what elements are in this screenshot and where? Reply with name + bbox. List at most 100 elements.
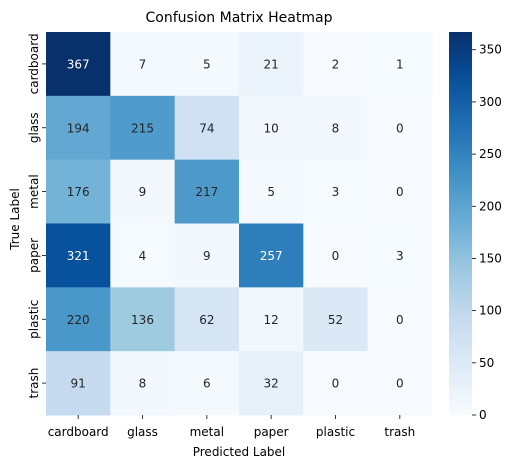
cell-value-label: 176 bbox=[67, 185, 90, 199]
x-axis-ticks: cardboard glass metal paper plastic trash bbox=[48, 415, 415, 439]
heatmap-cell bbox=[174, 95, 240, 161]
y-tick-label: metal bbox=[27, 174, 41, 208]
heatmap-cell bbox=[174, 159, 240, 224]
cell-value-label: 2 bbox=[332, 57, 340, 71]
heatmap-cell bbox=[239, 351, 304, 416]
cell-value-label: 7 bbox=[139, 57, 147, 71]
cell-value-label: 0 bbox=[332, 377, 340, 391]
cell-value-label: 0 bbox=[396, 185, 404, 199]
y-tick-label: plastic bbox=[27, 300, 41, 339]
y-axis-ticks: cardboard glass metal paper plastic trash bbox=[27, 33, 46, 399]
heatmap-cell bbox=[303, 32, 369, 97]
colorbar-tick-label: 0 bbox=[479, 408, 487, 422]
y-tick-label: trash bbox=[27, 368, 41, 399]
colorbar-tick-label: 100 bbox=[479, 304, 502, 318]
cell-value-label: 8 bbox=[139, 377, 147, 391]
heatmap-cell bbox=[46, 287, 111, 352]
cell-value-label: 21 bbox=[264, 57, 279, 71]
heatmap-cell bbox=[303, 351, 369, 416]
cell-value-label: 91 bbox=[71, 377, 86, 391]
x-axis-label: Predicted Label bbox=[193, 445, 286, 459]
cell-value-label: 52 bbox=[328, 313, 343, 327]
heatmap-cell bbox=[367, 351, 433, 416]
x-tick-label: trash bbox=[384, 425, 415, 439]
cell-value-label: 136 bbox=[131, 313, 154, 327]
colorbar-tick-label: 50 bbox=[479, 356, 494, 370]
heatmap-cell bbox=[367, 95, 433, 161]
heatmap-cell bbox=[303, 223, 369, 288]
heatmap-cell bbox=[110, 159, 176, 224]
cell-value-label: 0 bbox=[396, 377, 404, 391]
heatmap-cell bbox=[46, 351, 111, 416]
heatmap-cell bbox=[110, 95, 176, 161]
cell-value-label: 9 bbox=[203, 249, 211, 263]
cell-value-label: 9 bbox=[139, 185, 147, 199]
cell-value-label: 0 bbox=[396, 121, 404, 135]
heatmap-cell bbox=[367, 32, 433, 97]
cell-value-label: 12 bbox=[264, 313, 279, 327]
x-tick-label: cardboard bbox=[48, 425, 109, 439]
cell-value-label: 6 bbox=[203, 377, 211, 391]
cell-value-label: 8 bbox=[332, 121, 340, 135]
heatmap-cell bbox=[110, 32, 176, 97]
cell-value-label: 32 bbox=[264, 377, 279, 391]
cell-value-label: 220 bbox=[67, 313, 90, 327]
x-tick-label: metal bbox=[190, 425, 224, 439]
heatmap-cell bbox=[110, 287, 176, 352]
cell-value-label: 367 bbox=[67, 57, 90, 71]
cell-value-label: 62 bbox=[199, 313, 214, 327]
y-tick-label: glass bbox=[27, 112, 41, 143]
cell-value-label: 5 bbox=[267, 185, 275, 199]
cell-value-label: 3 bbox=[396, 249, 404, 263]
colorbar-tick-label: 250 bbox=[479, 147, 502, 161]
colorbar-tick-label: 350 bbox=[479, 43, 502, 57]
colorbar-ticks: 0 50 100 150 200 250 300 350 bbox=[472, 43, 502, 422]
heatmap-cell bbox=[367, 287, 433, 352]
cell-value-label: 217 bbox=[195, 185, 218, 199]
heatmap-cell bbox=[303, 287, 369, 352]
colorbar-tick-label: 300 bbox=[479, 95, 502, 109]
heatmap-cell bbox=[303, 95, 369, 161]
cell-value-label: 3 bbox=[332, 185, 340, 199]
heatmap-cell bbox=[303, 159, 369, 224]
heatmap-cell bbox=[174, 351, 240, 416]
y-axis-label: True Label bbox=[8, 188, 22, 251]
heatmap-cell bbox=[239, 95, 304, 161]
heatmap-cell bbox=[46, 32, 111, 97]
heatmap-cell bbox=[239, 223, 304, 288]
cell-value-label: 10 bbox=[264, 121, 279, 135]
chart-title: Confusion Matrix Heatmap bbox=[146, 10, 333, 26]
cell-value-label: 257 bbox=[260, 249, 283, 263]
cell-value-label: 1 bbox=[396, 57, 404, 71]
heatmap-cell bbox=[239, 287, 304, 352]
x-tick-label: paper bbox=[254, 425, 289, 439]
x-tick-label: plastic bbox=[316, 425, 355, 439]
cell-value-label: 321 bbox=[67, 249, 90, 263]
cell-value-label: 215 bbox=[131, 121, 154, 135]
heatmap-cell bbox=[46, 95, 111, 161]
cell-value-label: 0 bbox=[332, 249, 340, 263]
heatmap-cell bbox=[46, 223, 111, 288]
cell-value-label: 74 bbox=[199, 121, 214, 135]
y-tick-label: cardboard bbox=[27, 33, 41, 94]
cell-value-label: 0 bbox=[396, 313, 404, 327]
heatmap-cell bbox=[46, 159, 111, 224]
heatmap-cell bbox=[174, 32, 240, 97]
cell-value-label: 194 bbox=[67, 121, 90, 135]
heatmap-cell bbox=[239, 32, 304, 97]
colorbar bbox=[449, 32, 472, 415]
heatmap-cell bbox=[174, 223, 240, 288]
cell-value-label: 5 bbox=[203, 57, 211, 71]
y-tick-label: paper bbox=[27, 238, 41, 273]
heatmap-cell bbox=[367, 159, 433, 224]
heatmap-cell bbox=[110, 351, 176, 416]
colorbar-tick-label: 200 bbox=[479, 199, 502, 213]
heatmap-cell bbox=[239, 159, 304, 224]
heatmap-cell bbox=[174, 287, 240, 352]
heatmap-cell bbox=[110, 223, 176, 288]
colorbar-tick-label: 150 bbox=[479, 251, 502, 265]
heatmap-cell bbox=[367, 223, 433, 288]
x-tick-label: glass bbox=[127, 425, 158, 439]
